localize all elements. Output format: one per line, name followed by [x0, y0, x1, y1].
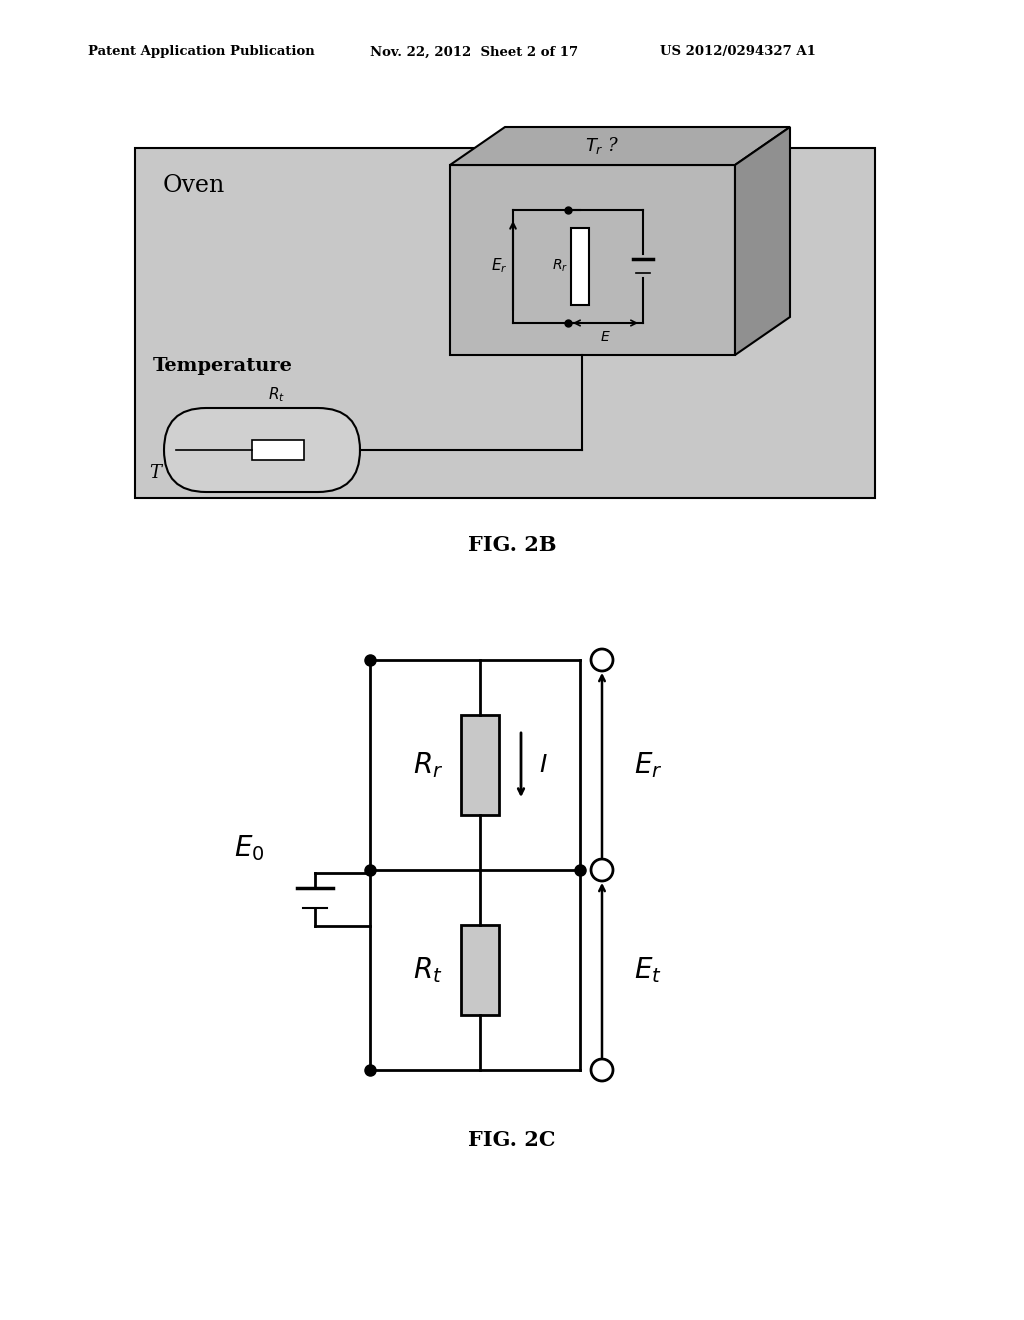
Bar — [252, 440, 304, 459]
Text: $R_t$: $R_t$ — [268, 385, 286, 404]
Text: $R_r$: $R_r$ — [413, 750, 443, 780]
Text: $E$: $E$ — [600, 330, 610, 345]
Polygon shape — [735, 127, 790, 355]
Text: FIG. 2C: FIG. 2C — [468, 1130, 556, 1150]
Text: Patent Application Publication: Patent Application Publication — [88, 45, 314, 58]
Text: Nov. 22, 2012  Sheet 2 of 17: Nov. 22, 2012 Sheet 2 of 17 — [370, 45, 579, 58]
Text: $R_r$: $R_r$ — [552, 257, 568, 275]
Bar — [461, 925, 499, 1015]
Text: Temperature: Temperature — [153, 356, 293, 375]
Bar — [571, 228, 589, 305]
Circle shape — [591, 859, 613, 880]
FancyBboxPatch shape — [164, 408, 360, 492]
Bar — [461, 715, 499, 814]
Circle shape — [591, 1059, 613, 1081]
Text: $E_t$: $E_t$ — [634, 956, 662, 985]
Bar — [450, 165, 735, 355]
Text: $E_r$: $E_r$ — [634, 750, 663, 780]
Text: $I$: $I$ — [539, 754, 548, 776]
Text: T: T — [150, 465, 161, 482]
Text: $T_r$ ?: $T_r$ ? — [585, 136, 620, 157]
Polygon shape — [450, 127, 790, 165]
Text: $E_0$: $E_0$ — [234, 833, 265, 863]
Text: Oven: Oven — [163, 174, 225, 198]
Circle shape — [591, 649, 613, 671]
Bar — [135, 148, 874, 498]
Text: $E_r$: $E_r$ — [490, 256, 507, 276]
Text: US 2012/0294327 A1: US 2012/0294327 A1 — [660, 45, 816, 58]
Text: $R_t$: $R_t$ — [414, 956, 443, 985]
Text: FIG. 2B: FIG. 2B — [468, 535, 556, 554]
